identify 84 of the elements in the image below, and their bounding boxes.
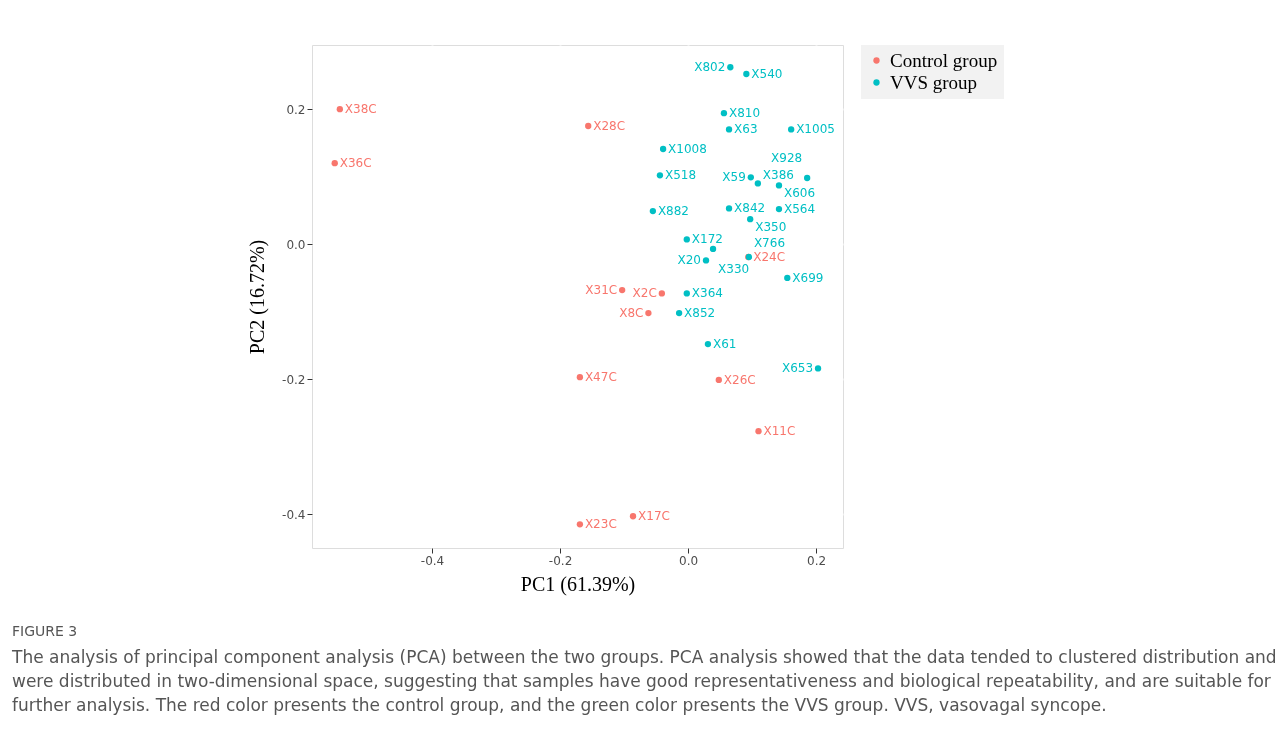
data-label: X364 xyxy=(691,286,723,301)
point xyxy=(814,365,822,372)
data-label: X699 xyxy=(792,270,824,285)
data-label: X802 xyxy=(694,60,726,75)
data-label: X928 xyxy=(771,151,803,166)
data-label: X24C xyxy=(753,250,786,264)
point xyxy=(755,428,762,435)
point xyxy=(709,245,717,253)
y-tick-label: 0.2 xyxy=(286,102,306,117)
data-label: X518 xyxy=(664,168,697,183)
point xyxy=(649,207,657,215)
y-tick-label: -0.2 xyxy=(282,372,306,387)
point xyxy=(743,70,750,78)
point xyxy=(787,126,795,133)
data-label: X606 xyxy=(783,186,816,201)
point xyxy=(725,205,733,212)
point xyxy=(747,216,754,223)
data-label: X330 xyxy=(718,261,750,276)
y-axis-title: PC2 (16.72%) xyxy=(246,239,270,355)
data-label: X23C xyxy=(584,517,617,532)
y-tick-label: 0.0 xyxy=(286,237,306,252)
x-tick-label: -0.2 xyxy=(548,553,573,568)
legend-label: VVS group xyxy=(890,71,978,93)
point xyxy=(331,160,338,167)
point xyxy=(725,126,733,133)
y-tick-label: -0.4 xyxy=(282,507,306,522)
data-label: X38C xyxy=(344,102,377,117)
point xyxy=(702,257,710,264)
point xyxy=(683,236,690,243)
data-label: X2C xyxy=(632,286,657,301)
data-label: X63 xyxy=(734,122,758,137)
data-label: X20 xyxy=(677,253,702,268)
point xyxy=(683,290,690,297)
legend-label: Control group xyxy=(890,49,998,71)
point xyxy=(659,145,667,153)
point xyxy=(675,309,683,317)
data-label: X61 xyxy=(712,337,737,352)
data-label: X350 xyxy=(755,220,787,235)
data-label: X653 xyxy=(781,361,814,376)
point xyxy=(747,174,754,181)
data-label: X1008 xyxy=(668,141,707,156)
point xyxy=(775,205,783,213)
point xyxy=(803,174,811,182)
data-label: X386 xyxy=(762,168,794,183)
point xyxy=(720,110,728,117)
data-label: X11C xyxy=(763,424,796,439)
point xyxy=(658,290,665,297)
caption: FIGURE 3 xyxy=(12,623,78,639)
data-label: X17C xyxy=(638,509,670,524)
point xyxy=(585,122,592,130)
x-tick-label: -0.4 xyxy=(420,553,445,568)
point xyxy=(645,309,652,317)
point xyxy=(576,374,584,381)
point xyxy=(704,340,712,348)
data-label: X28C xyxy=(593,119,626,134)
data-label: X47C xyxy=(584,370,617,385)
data-label: X26C xyxy=(723,372,756,387)
data-label: X59 xyxy=(722,170,746,185)
point xyxy=(784,274,791,282)
data-label: X31C xyxy=(585,283,618,298)
x-tick-label: 0.0 xyxy=(679,553,699,568)
data-label: X36C xyxy=(339,156,372,171)
point xyxy=(656,172,664,179)
data-label: X564 xyxy=(783,202,816,217)
data-label: X842 xyxy=(734,201,766,216)
point xyxy=(775,182,783,189)
point xyxy=(336,105,344,113)
data-label: X810 xyxy=(728,106,761,121)
data-label: X882 xyxy=(657,204,689,219)
data-label: X1005 xyxy=(796,122,835,137)
data-label: X172 xyxy=(691,232,723,247)
data-label: X852 xyxy=(684,306,716,321)
data-label: X766 xyxy=(753,236,786,250)
point xyxy=(754,180,762,187)
point xyxy=(629,513,637,520)
data-label: X8C xyxy=(619,306,644,321)
point xyxy=(715,376,722,384)
point xyxy=(576,521,584,528)
point xyxy=(727,64,734,71)
x-axis-title: PC1 (61.39%) xyxy=(520,572,636,596)
data-label: X540 xyxy=(751,67,783,82)
text: The analysis of principal component analysis (PCA) between the two groups. PCA analysis showed that the data tended to clustered distribution and were distributed in two-dimensional space, suggesting that samples have good representativeness and biological repeatability, and are suitable for further analysis. The red color presents the control group, and the green color presents the VVS group. VVS, vasovagal syncope. xyxy=(11,647,1277,715)
point xyxy=(618,286,626,294)
x-tick-label: 0.2 xyxy=(807,553,827,568)
